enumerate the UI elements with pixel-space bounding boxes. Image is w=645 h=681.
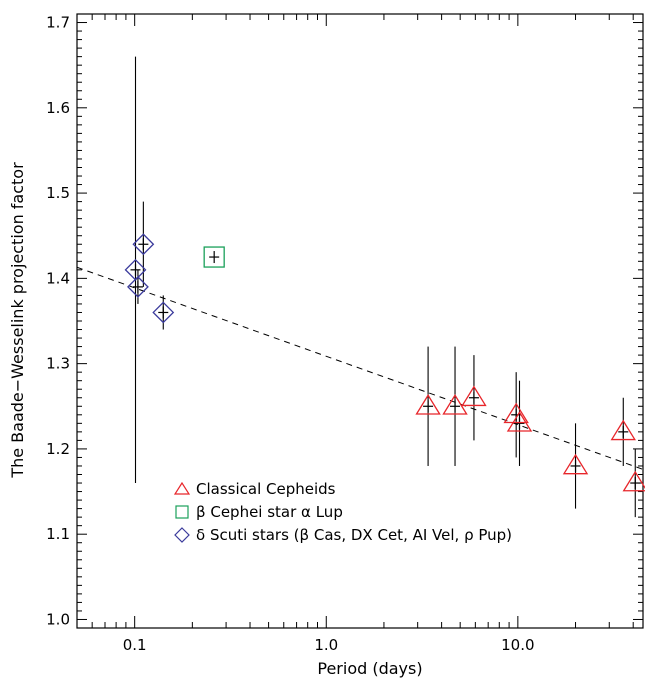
y-tick-label: 1.0 — [46, 610, 70, 628]
data-point-diamond — [127, 275, 149, 298]
fit-line-layer — [76, 266, 644, 470]
x-tick-label: 1.0 — [314, 636, 338, 654]
y-tick-label: 1.1 — [46, 525, 70, 543]
legend: Classical Cepheids β Cephei star α Lup δ S… — [173, 480, 512, 544]
data-point-triangle — [442, 394, 468, 415]
legend-label: δ Scuti stars (β Cas, DX Cet, AI Vel, ρ … — [196, 526, 512, 544]
data-point-triangle — [506, 411, 533, 432]
y-tick-label: 1.6 — [46, 99, 70, 117]
data-point-diamond — [152, 301, 175, 324]
legend-diamond-marker — [174, 527, 190, 543]
data-point-triangle — [461, 385, 487, 407]
y-tick-label: 1.7 — [46, 14, 70, 32]
axis-ticks: 1.0 1.1 1.2 1.3 1.4 1.5 1.6 1.7 0.1 1.0 10.0 — [46, 13, 643, 654]
legend-label: Classical Cepheids — [196, 480, 336, 498]
legend-triangle-marker — [173, 481, 191, 495]
y-tick-label: 1.3 — [46, 355, 70, 373]
data-point-triangle — [562, 453, 589, 475]
data-markers — [124, 233, 645, 492]
error-bars — [130, 56, 641, 518]
x-tick-label: 0.1 — [123, 636, 147, 654]
y-tick-label: 1.4 — [46, 269, 70, 287]
y-axis-label: The Baade−Wesselink projection factor — [8, 162, 27, 479]
data-point-triangle — [503, 402, 529, 424]
x-tick-label: 10.0 — [501, 636, 534, 654]
legend-square-marker — [175, 505, 189, 519]
data-point-diamond — [132, 233, 155, 256]
data-point-triangle — [610, 419, 636, 441]
data-point-triangle — [622, 470, 645, 492]
y-tick-label: 1.5 — [46, 184, 70, 202]
x-axis-label: Period (days) — [317, 659, 422, 678]
legend-label: β Cephei star α Lup — [196, 503, 343, 521]
data-point-triangle — [415, 394, 441, 415]
fit-line-dashed — [76, 266, 644, 470]
y-tick-label: 1.2 — [46, 440, 70, 458]
data-point-square — [203, 246, 225, 268]
